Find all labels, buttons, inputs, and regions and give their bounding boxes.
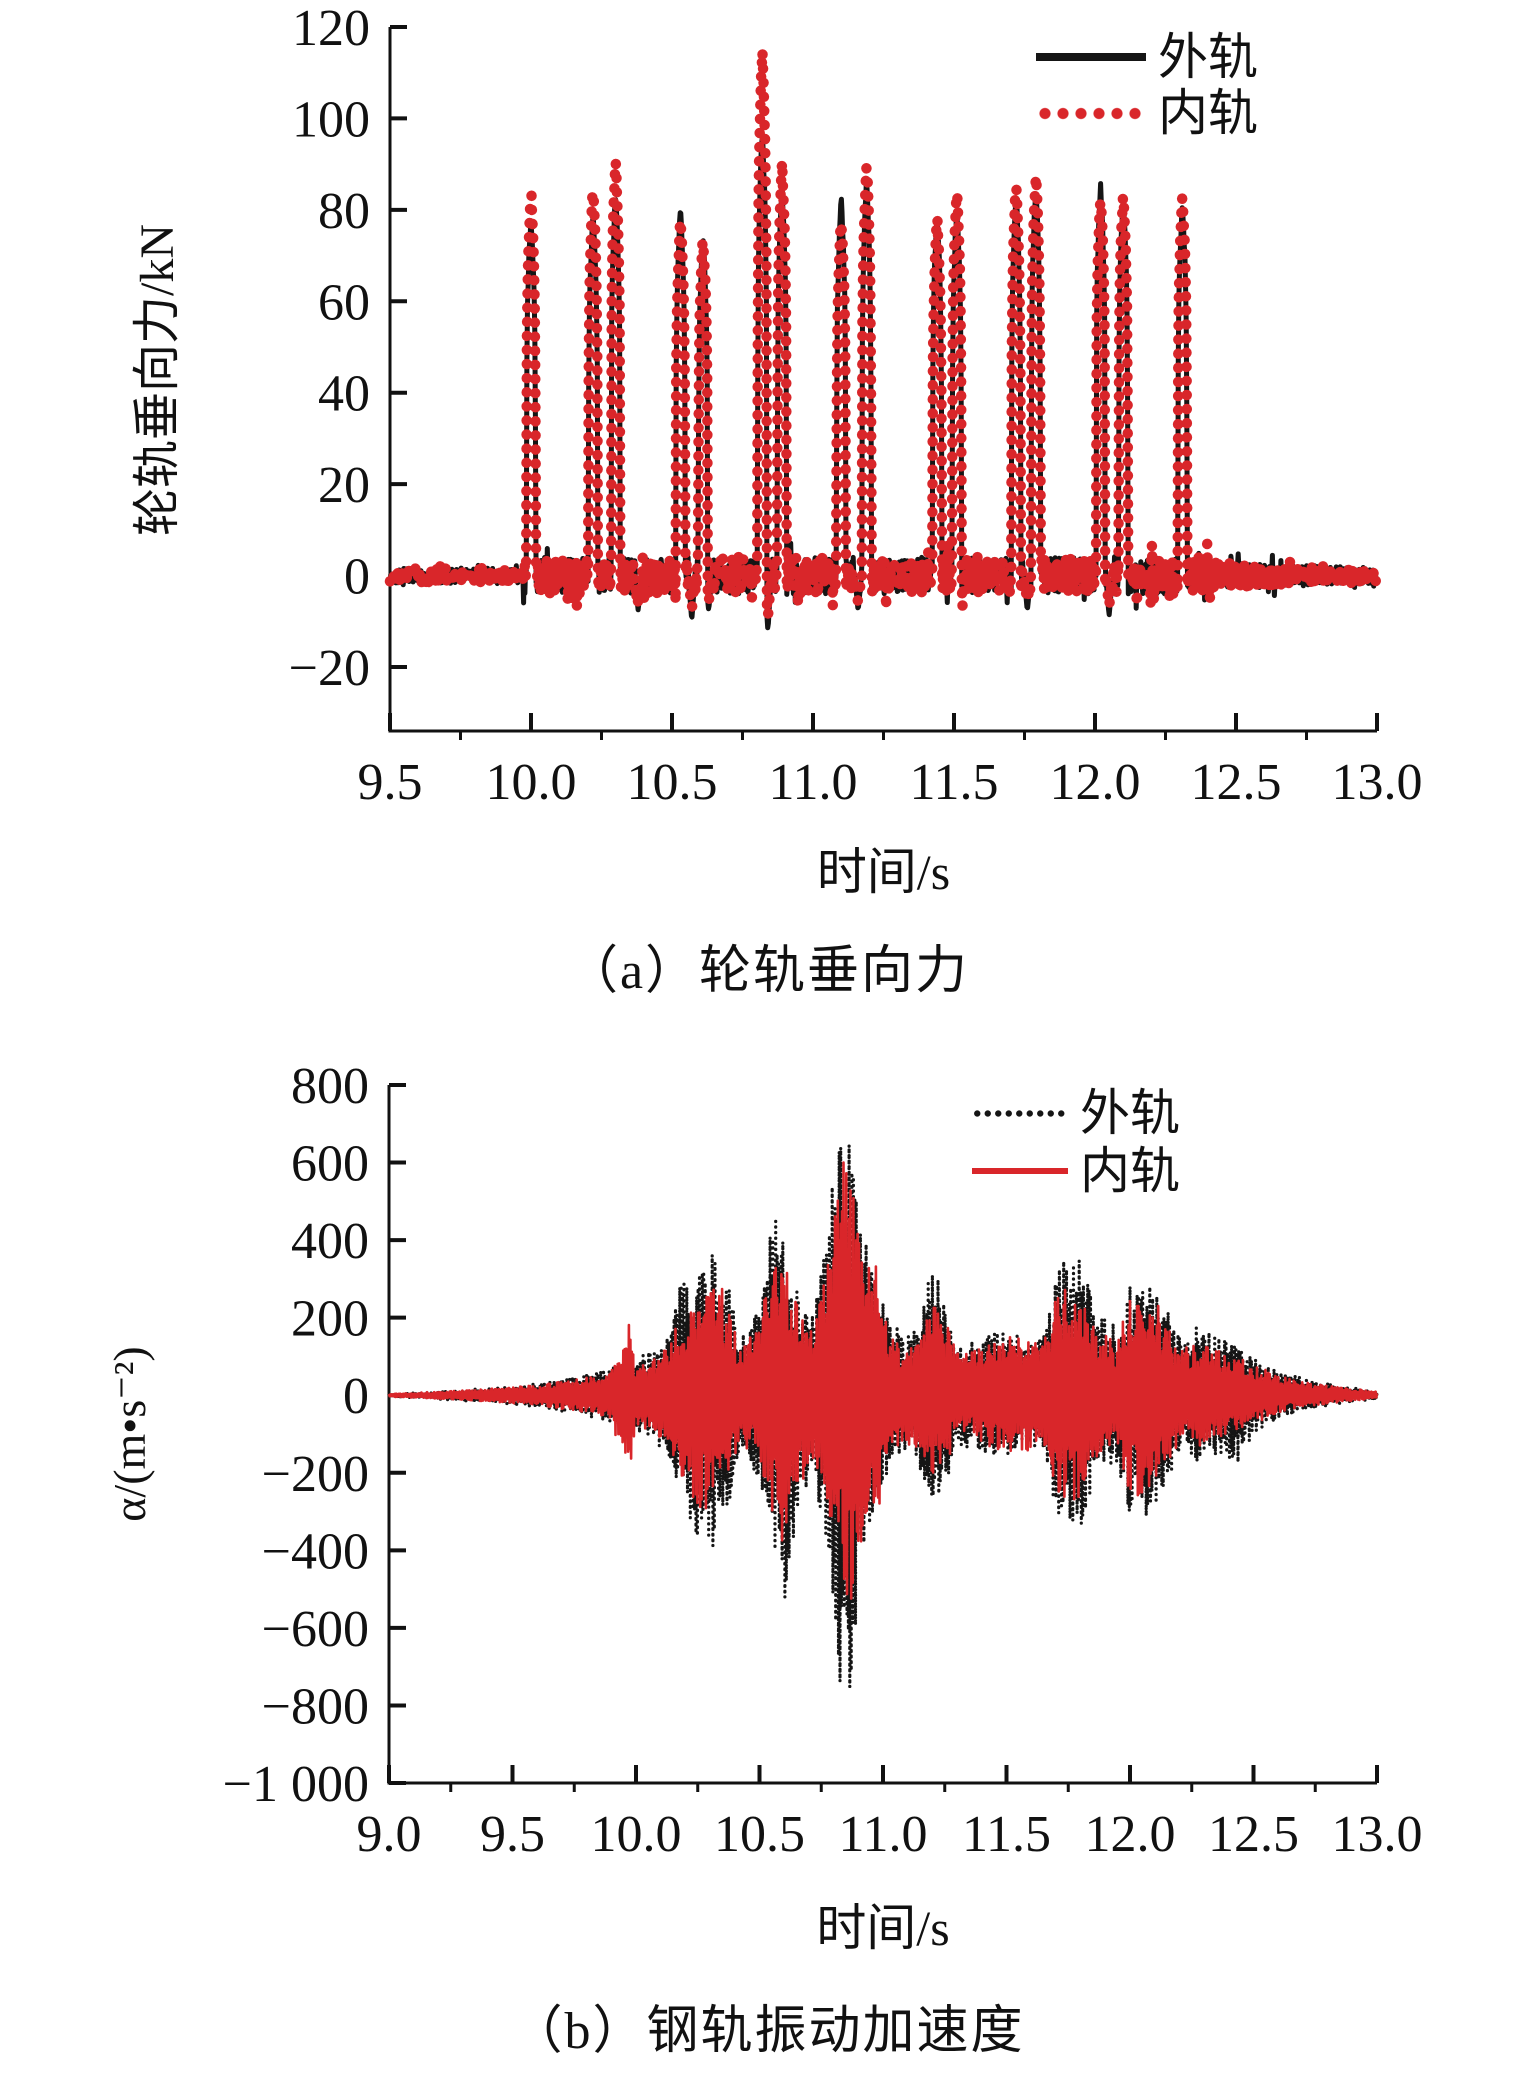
svg-text:60: 60 bbox=[318, 274, 370, 331]
svg-text:10.5: 10.5 bbox=[714, 1806, 805, 1863]
svg-text:11.0: 11.0 bbox=[768, 754, 857, 811]
svg-text:120: 120 bbox=[292, 0, 370, 57]
chart-b-legend-outer: 外轨 bbox=[972, 1084, 1180, 1142]
svg-text:800: 800 bbox=[291, 1058, 369, 1115]
svg-text:11.5: 11.5 bbox=[962, 1806, 1051, 1863]
svg-text:12.0: 12.0 bbox=[1085, 1806, 1176, 1863]
svg-text:80: 80 bbox=[318, 183, 370, 240]
legend-label: 内轨 bbox=[1080, 1143, 1180, 1199]
legend-line-solid-black-icon bbox=[1036, 53, 1146, 61]
svg-text:100: 100 bbox=[292, 91, 370, 148]
svg-text:400: 400 bbox=[291, 1213, 369, 1270]
svg-text:9.5: 9.5 bbox=[358, 754, 423, 811]
chart-a-legend-outer: 外轨 bbox=[1036, 28, 1258, 86]
chart-a-legend-inner: 内轨 bbox=[1036, 84, 1258, 142]
svg-text:9.5: 9.5 bbox=[480, 1806, 545, 1863]
chart-b-legend-inner: 内轨 bbox=[972, 1142, 1180, 1200]
chart-b-xlabel: 时间/s bbox=[816, 1900, 950, 1956]
svg-text:9.0: 9.0 bbox=[357, 1806, 422, 1863]
legend-label: 外轨 bbox=[1080, 1085, 1180, 1141]
legend-line-dotted-black-icon bbox=[972, 1109, 1068, 1117]
chart-b-ylabel: α/(m•s⁻²) bbox=[104, 1346, 155, 1522]
svg-text:12.5: 12.5 bbox=[1208, 1806, 1299, 1863]
svg-text:13.0: 13.0 bbox=[1332, 1806, 1423, 1863]
svg-text:11.0: 11.0 bbox=[838, 1806, 927, 1863]
svg-text:10.0: 10.0 bbox=[486, 754, 577, 811]
chart-b-caption: （b）钢轨振动加速度 bbox=[510, 2003, 1025, 2060]
svg-text:12.0: 12.0 bbox=[1050, 754, 1141, 811]
legend-line-dotted-red-icon bbox=[1036, 106, 1146, 120]
svg-text:10.0: 10.0 bbox=[591, 1806, 682, 1863]
chart-a-xlabel: 时间/s bbox=[816, 844, 951, 900]
svg-text:20: 20 bbox=[318, 457, 370, 514]
svg-text:−800: −800 bbox=[262, 1678, 369, 1735]
svg-text:−20: −20 bbox=[289, 640, 370, 697]
legend-label: 内轨 bbox=[1158, 85, 1258, 141]
svg-text:40: 40 bbox=[318, 366, 370, 423]
legend-line-solid-red-icon bbox=[972, 1168, 1068, 1174]
svg-text:12.5: 12.5 bbox=[1191, 754, 1282, 811]
svg-text:600: 600 bbox=[291, 1136, 369, 1193]
svg-text:−1 000: −1 000 bbox=[223, 1756, 369, 1813]
svg-text:13.0: 13.0 bbox=[1332, 754, 1423, 811]
svg-text:10.5: 10.5 bbox=[627, 754, 718, 811]
legend-label: 外轨 bbox=[1158, 29, 1258, 85]
chart-a-ylabel: 轮轨垂向力/kN bbox=[131, 224, 184, 537]
svg-text:−600: −600 bbox=[262, 1601, 369, 1658]
svg-text:200: 200 bbox=[291, 1291, 369, 1348]
svg-text:−400: −400 bbox=[262, 1523, 369, 1580]
svg-text:0: 0 bbox=[344, 549, 370, 606]
svg-text:−200: −200 bbox=[262, 1446, 369, 1503]
svg-text:11.5: 11.5 bbox=[909, 754, 998, 811]
svg-text:0: 0 bbox=[343, 1368, 369, 1425]
chart-a-caption: （a）轮轨垂向力 bbox=[565, 943, 970, 1000]
